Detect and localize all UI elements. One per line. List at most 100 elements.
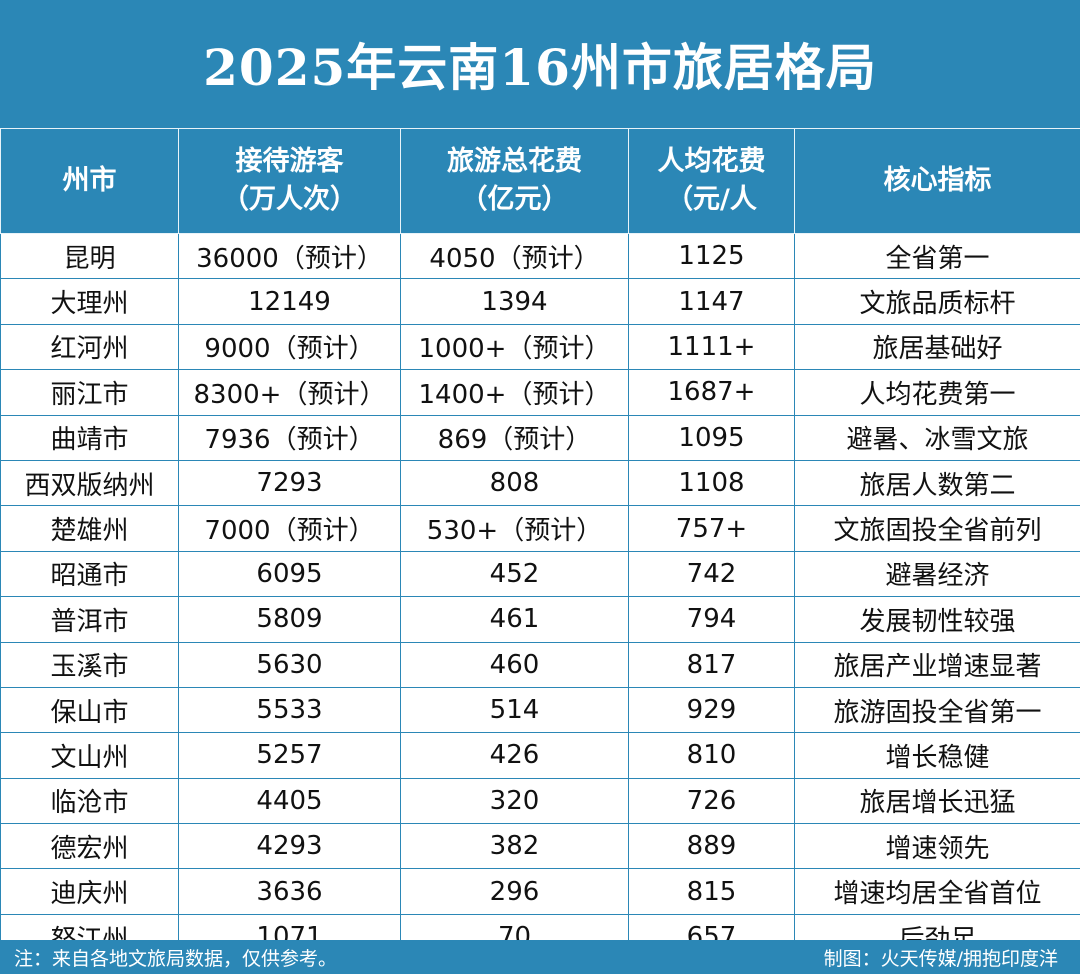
source-note: 注：来自各地文旅局数据，仅供参考。 xyxy=(14,947,338,970)
header-indicator-label: 核心指标 xyxy=(883,165,992,196)
cell-per-capita: 929 xyxy=(628,686,795,734)
table-row: 昭通市 6095 452 742 避暑经济 xyxy=(0,550,1080,598)
cell-city: 玉溪市 xyxy=(0,641,179,688)
cell-city: 昭通市 xyxy=(0,550,179,598)
cell-visitors: 7936（预计） xyxy=(178,414,401,461)
cell-indicator: 旅游固投全省第一 xyxy=(794,686,1080,734)
table-row: 普洱市 5809 461 794 发展韧性较强 xyxy=(0,596,1080,643)
cell-indicator: 增速领先 xyxy=(794,823,1080,870)
title-bar: 2025年云南16州市旅居格局 xyxy=(0,0,1080,128)
cell-visitors: 5257 xyxy=(178,732,401,779)
cell-per-capita: 757+ xyxy=(628,505,795,552)
cell-per-capita: 794 xyxy=(628,596,795,643)
header-indicator: 核心指标 xyxy=(794,128,1080,234)
cell-total-spend: 452 xyxy=(400,550,629,598)
cell-indicator: 避暑、冰雪文旅 xyxy=(794,414,1080,461)
table-row: 临沧市 4405 320 726 旅居增长迅猛 xyxy=(0,777,1080,825)
cell-indicator: 旅居产业增速显著 xyxy=(794,641,1080,688)
cell-city: 临沧市 xyxy=(0,777,179,825)
cell-indicator: 发展韧性较强 xyxy=(794,596,1080,643)
table-row: 玉溪市 5630 460 817 旅居产业增速显著 xyxy=(0,641,1080,688)
cell-indicator: 全省第一 xyxy=(794,232,1080,280)
cell-visitors: 6095 xyxy=(178,550,401,598)
cell-city: 保山市 xyxy=(0,686,179,734)
cell-visitors: 5533 xyxy=(178,686,401,734)
cell-per-capita: 1111+ xyxy=(628,323,795,371)
header-per-capita-label: 人均花费 xyxy=(657,146,766,177)
cell-total-spend: 1000+（预计） xyxy=(400,323,629,371)
cell-total-spend: 514 xyxy=(400,686,629,734)
cell-visitors: 7293 xyxy=(178,459,401,507)
cell-per-capita: 742 xyxy=(628,550,795,598)
cell-total-spend: 296 xyxy=(400,868,629,915)
cell-per-capita: 726 xyxy=(628,777,795,825)
header-city: 州市 xyxy=(0,128,179,234)
header-total-spend-unit: （亿元） xyxy=(460,184,569,215)
table-row: 曲靖市 7936（预计） 869（预计） 1095 避暑、冰雪文旅 xyxy=(0,414,1080,461)
cell-city: 迪庆州 xyxy=(0,868,179,915)
table-row: 西双版纳州 7293 808 1108 旅居人数第二 xyxy=(0,459,1080,507)
cell-visitors: 5809 xyxy=(178,596,401,643)
cell-indicator: 增速均居全省首位 xyxy=(794,868,1080,915)
cell-city: 曲靖市 xyxy=(0,414,179,461)
table-row: 文山州 5257 426 810 增长稳健 xyxy=(0,732,1080,779)
cell-total-spend: 808 xyxy=(400,459,629,507)
cell-indicator: 旅居基础好 xyxy=(794,323,1080,371)
table-header: 州市 接待游客 （万人次） 旅游总花费 （亿元） 人均花费 （元/人 核心指标 xyxy=(0,128,1080,234)
cell-total-spend: 1400+（预计） xyxy=(400,369,629,416)
cell-city: 楚雄州 xyxy=(0,505,179,552)
table-row: 大理州 12149 1394 1147 文旅品质标杆 xyxy=(0,278,1080,325)
header-per-capita: 人均花费 （元/人 xyxy=(628,128,795,234)
header-city-label: 州市 xyxy=(62,165,117,196)
cell-indicator: 文旅固投全省前列 xyxy=(794,505,1080,552)
table-row: 德宏州 4293 382 889 增速领先 xyxy=(0,823,1080,870)
cell-total-spend: 382 xyxy=(400,823,629,870)
cell-indicator: 避暑经济 xyxy=(794,550,1080,598)
cell-visitors: 5630 xyxy=(178,641,401,688)
cell-per-capita: 810 xyxy=(628,732,795,779)
header-per-capita-unit: （元/人 xyxy=(666,184,757,215)
table-row: 昆明 36000（预计） 4050（预计） 1125 全省第一 xyxy=(0,232,1080,280)
table-row: 保山市 5533 514 929 旅游固投全省第一 xyxy=(0,686,1080,734)
cell-per-capita: 889 xyxy=(628,823,795,870)
cell-city: 丽江市 xyxy=(0,369,179,416)
header-visitors: 接待游客 （万人次） xyxy=(178,128,401,234)
cell-indicator: 增长稳健 xyxy=(794,732,1080,779)
cell-city: 西双版纳州 xyxy=(0,459,179,507)
cell-visitors: 36000（预计） xyxy=(178,232,401,280)
table-body: 昆明 36000（预计） 4050（预计） 1125 全省第一 大理州 1214… xyxy=(0,232,1080,961)
credit-text: 制图：火天传媒/拥抱印度洋 xyxy=(823,947,1058,970)
cell-total-spend: 530+（预计） xyxy=(400,505,629,552)
table-row: 楚雄州 7000（预计） 530+（预计） 757+ 文旅固投全省前列 xyxy=(0,505,1080,552)
cell-total-spend: 320 xyxy=(400,777,629,825)
table-row: 丽江市 8300+（预计） 1400+（预计） 1687+ 人均花费第一 xyxy=(0,369,1080,416)
cell-per-capita: 1147 xyxy=(628,278,795,325)
cell-total-spend: 426 xyxy=(400,732,629,779)
header-total-spend-label: 旅游总花费 xyxy=(447,146,582,177)
page-title: 2025年云南16州市旅居格局 xyxy=(203,38,877,97)
cell-total-spend: 1394 xyxy=(400,278,629,325)
cell-visitors: 12149 xyxy=(178,278,401,325)
cell-total-spend: 4050（预计） xyxy=(400,232,629,280)
cell-city: 德宏州 xyxy=(0,823,179,870)
cell-per-capita: 1108 xyxy=(628,459,795,507)
cell-city: 昆明 xyxy=(0,232,179,280)
header-total-spend: 旅游总花费 （亿元） xyxy=(400,128,629,234)
cell-indicator: 旅居增长迅猛 xyxy=(794,777,1080,825)
cell-city: 红河州 xyxy=(0,323,179,371)
table-row: 迪庆州 3636 296 815 增速均居全省首位 xyxy=(0,868,1080,915)
cell-city: 普洱市 xyxy=(0,596,179,643)
cell-city: 文山州 xyxy=(0,732,179,779)
cell-total-spend: 461 xyxy=(400,596,629,643)
cell-visitors: 9000（预计） xyxy=(178,323,401,371)
footer-bar: 注：来自各地文旅局数据，仅供参考。 制图：火天传媒/拥抱印度洋 xyxy=(0,940,1080,974)
cell-visitors: 4293 xyxy=(178,823,401,870)
cell-visitors: 3636 xyxy=(178,868,401,915)
cell-visitors: 7000（预计） xyxy=(178,505,401,552)
cell-visitors: 8300+（预计） xyxy=(178,369,401,416)
cell-total-spend: 869（预计） xyxy=(400,414,629,461)
data-table: 州市 接待游客 （万人次） 旅游总花费 （亿元） 人均花费 （元/人 核心指标 xyxy=(0,128,1080,961)
cell-per-capita: 1687+ xyxy=(628,369,795,416)
cell-per-capita: 1095 xyxy=(628,414,795,461)
header-visitors-unit: （万人次） xyxy=(222,184,357,215)
